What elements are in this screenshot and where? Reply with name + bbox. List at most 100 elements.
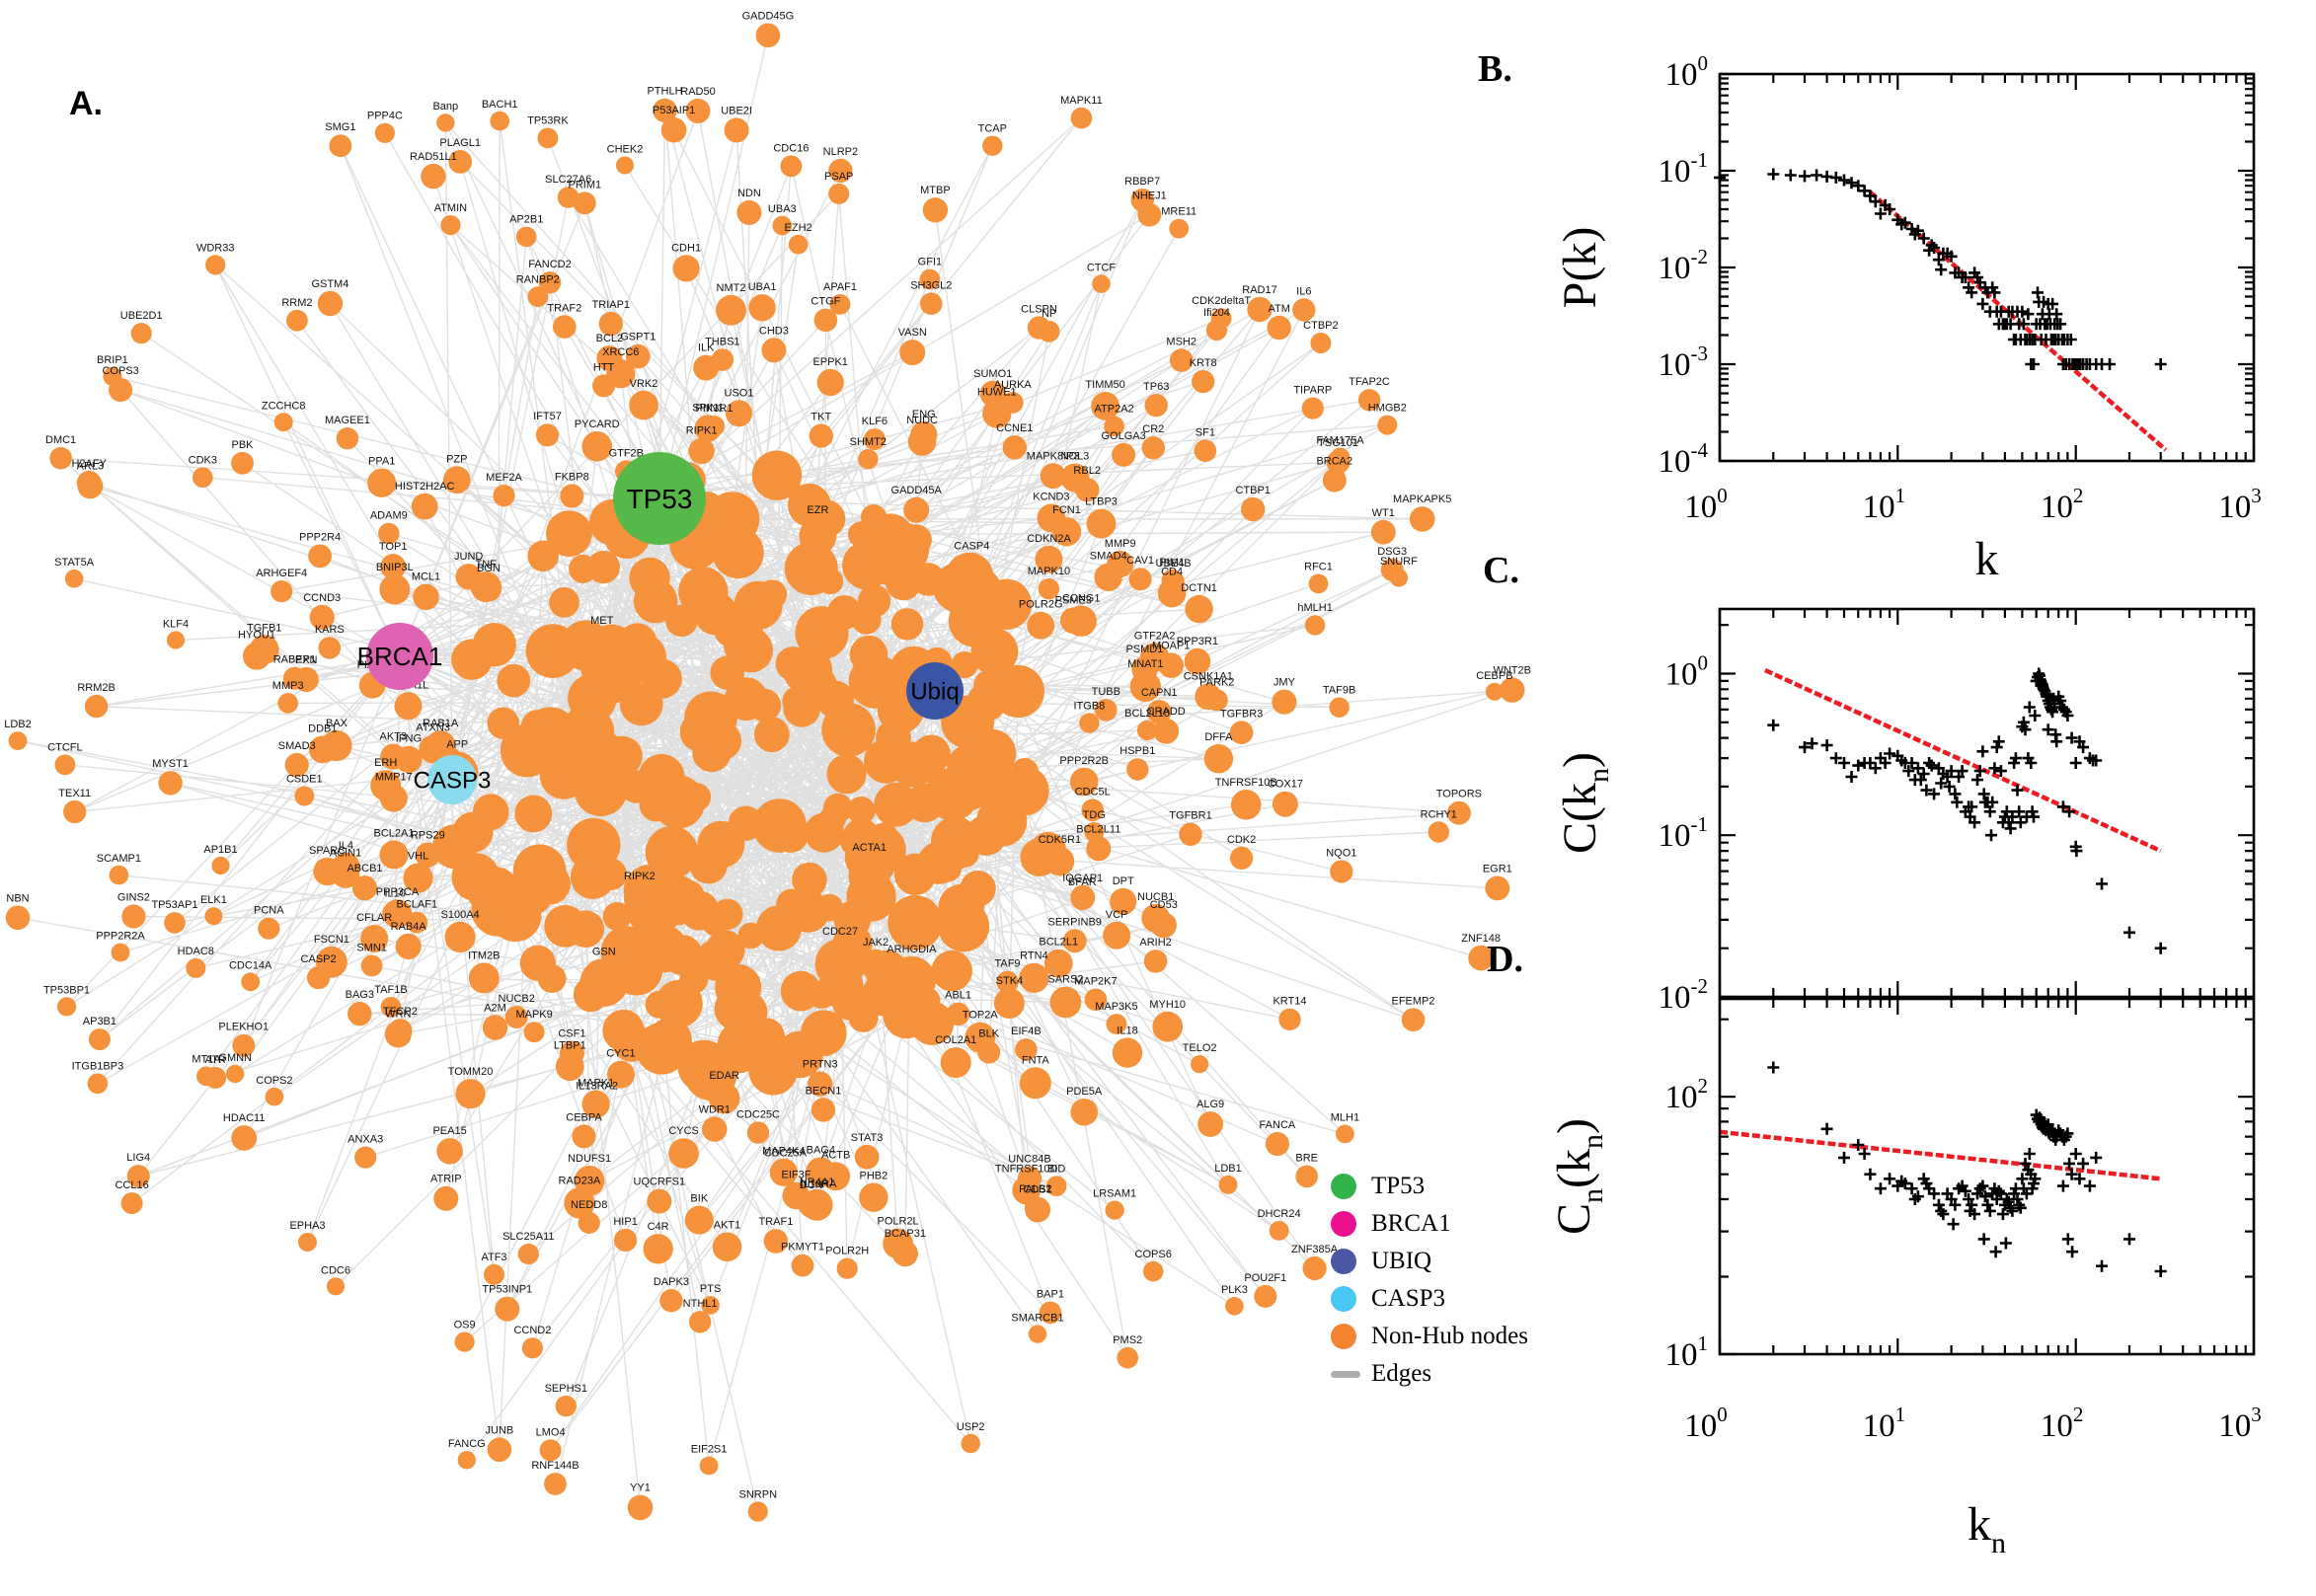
network-node[interactable]: [748, 294, 776, 322]
network-node[interactable]: [379, 784, 408, 812]
network-node[interactable]: [421, 163, 446, 190]
network-node[interactable]: [1468, 945, 1494, 971]
network-node[interactable]: [1370, 519, 1396, 545]
network-node[interactable]: [1060, 463, 1090, 493]
network-node[interactable]: [1326, 450, 1351, 475]
network-node[interactable]: [1070, 107, 1093, 129]
network-node[interactable]: [130, 323, 152, 344]
network-node[interactable]: [970, 628, 1019, 676]
network-node[interactable]: [792, 862, 827, 898]
network-node[interactable]: [1028, 1325, 1047, 1343]
network-node[interactable]: [1169, 218, 1190, 239]
network-node[interactable]: [308, 544, 332, 569]
network-node[interactable]: [1192, 370, 1215, 394]
network-node[interactable]: [846, 872, 896, 922]
network-node[interactable]: [573, 977, 609, 1013]
network-node[interactable]: [798, 1192, 824, 1218]
network-node[interactable]: [1126, 758, 1149, 781]
network-node[interactable]: [787, 889, 830, 933]
network-node[interactable]: [728, 805, 764, 841]
network-node[interactable]: [592, 374, 616, 398]
network-node[interactable]: [643, 1234, 673, 1264]
network-node[interactable]: [816, 368, 844, 397]
network-node[interactable]: [411, 493, 438, 520]
network-node[interactable]: [678, 567, 729, 617]
network-node[interactable]: [1002, 435, 1027, 460]
network-node[interactable]: [1265, 1131, 1289, 1157]
network-node[interactable]: [1112, 1037, 1143, 1068]
network-node[interactable]: [457, 1451, 476, 1470]
network-node[interactable]: [751, 450, 803, 500]
network-node[interactable]: [911, 734, 951, 774]
network-node[interactable]: [455, 564, 482, 590]
network-node[interactable]: [757, 579, 788, 610]
network-node[interactable]: [626, 343, 651, 369]
network-node[interactable]: [919, 268, 941, 290]
network-node[interactable]: [567, 817, 621, 873]
network-node[interactable]: [1070, 884, 1096, 910]
network-node[interactable]: [286, 309, 308, 332]
network-node[interactable]: [484, 1263, 504, 1285]
network-node[interactable]: [1500, 677, 1525, 703]
network-node[interactable]: [433, 1185, 459, 1211]
network-node[interactable]: [867, 983, 896, 1013]
network-node[interactable]: [1169, 348, 1194, 372]
network-node[interactable]: [1019, 962, 1049, 993]
network-node[interactable]: [600, 926, 653, 978]
network-node[interactable]: [567, 910, 605, 948]
network-node[interactable]: [1241, 496, 1266, 522]
network-node[interactable]: [1195, 683, 1222, 711]
network-node[interactable]: [394, 692, 423, 721]
network-node[interactable]: [56, 997, 77, 1017]
network-node[interactable]: [226, 1064, 245, 1084]
network-node[interactable]: [541, 625, 570, 654]
network-node[interactable]: [596, 345, 623, 372]
network-node[interactable]: [1060, 607, 1087, 634]
network-node[interactable]: [317, 290, 344, 317]
network-node[interactable]: [1210, 308, 1232, 330]
network-node[interactable]: [546, 510, 592, 557]
network-node[interactable]: [1049, 986, 1082, 1019]
network-node[interactable]: [1094, 563, 1122, 591]
network-node[interactable]: [826, 754, 867, 795]
network-node[interactable]: [265, 1087, 284, 1106]
network-node[interactable]: [1095, 699, 1118, 722]
network-node[interactable]: [1272, 791, 1298, 817]
network-node[interactable]: [1302, 1255, 1327, 1281]
network-node[interactable]: [1110, 887, 1137, 916]
network-node[interactable]: [828, 158, 853, 183]
network-node[interactable]: [844, 838, 886, 878]
network-node[interactable]: [661, 935, 703, 976]
network-node[interactable]: [1336, 1124, 1354, 1144]
network-node[interactable]: [298, 1233, 317, 1252]
network-node[interactable]: [512, 844, 567, 898]
network-node[interactable]: [452, 811, 494, 853]
network-node[interactable]: [354, 1146, 377, 1169]
network-node[interactable]: [329, 134, 352, 158]
network-node[interactable]: [294, 786, 315, 806]
network-node[interactable]: [677, 1039, 731, 1093]
network-node[interactable]: [614, 1228, 638, 1253]
network-node[interactable]: [487, 1437, 512, 1462]
network-node[interactable]: [1092, 274, 1111, 293]
network-node[interactable]: [854, 1144, 880, 1170]
network-node[interactable]: [186, 957, 206, 978]
network-node[interactable]: [493, 485, 515, 507]
network-node[interactable]: [5, 905, 31, 931]
network-node[interactable]: [1079, 713, 1100, 733]
network-node[interactable]: [688, 1311, 712, 1333]
network-node[interactable]: [379, 573, 411, 605]
network-node[interactable]: [659, 1289, 683, 1313]
network-node[interactable]: [1069, 767, 1099, 797]
network-node[interactable]: [684, 1205, 714, 1235]
network-node[interactable]: [761, 338, 787, 363]
network-node[interactable]: [736, 199, 762, 225]
network-node[interactable]: [1040, 463, 1066, 490]
network-node[interactable]: [638, 753, 685, 800]
network-node[interactable]: [8, 731, 28, 750]
network-node[interactable]: [1038, 578, 1060, 600]
network-node[interactable]: [668, 1138, 699, 1169]
network-node[interactable]: [111, 943, 130, 962]
network-node[interactable]: [1310, 333, 1332, 353]
network-node[interactable]: [726, 400, 752, 427]
